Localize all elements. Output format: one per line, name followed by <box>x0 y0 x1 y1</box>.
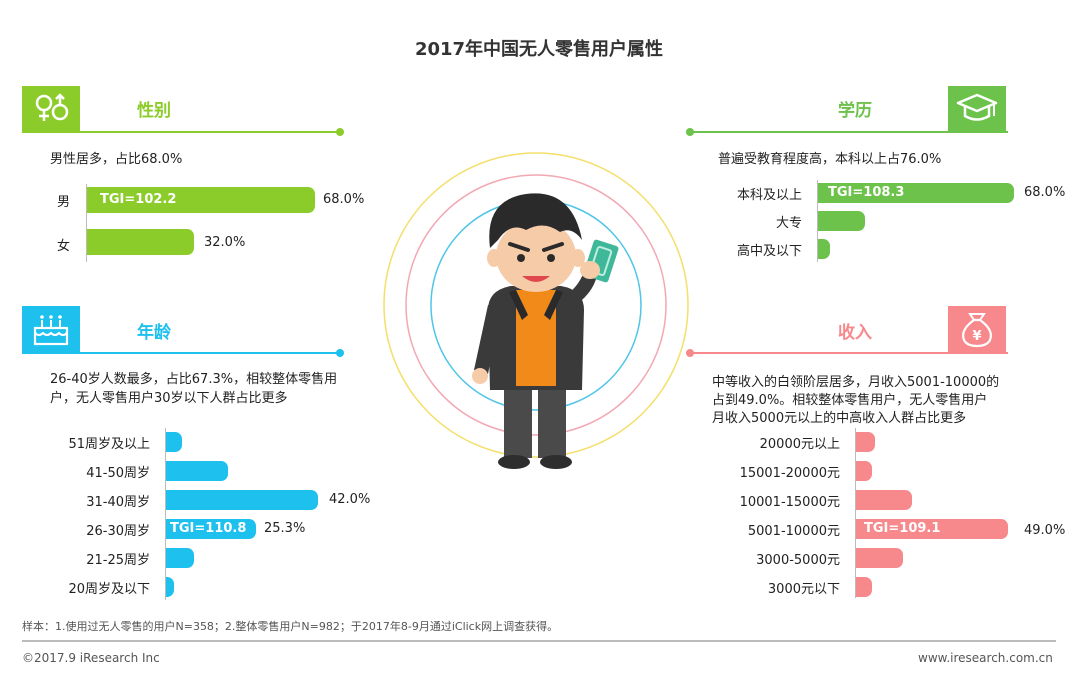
svg-text:¥: ¥ <box>972 329 981 344</box>
gender-icon <box>35 93 69 121</box>
gender-summary: 男性居多，占比68.0% <box>50 152 183 167</box>
education-section-title: 学历 <box>838 101 872 121</box>
age-label-31-40: 31-40周岁 <box>86 495 150 510</box>
income-bar-3000minus <box>856 577 872 597</box>
income-bar-20000plus <box>856 432 875 452</box>
gender-label-female: 女 <box>56 239 70 254</box>
income-label-10001-15000: 10001-15000元 <box>739 495 840 510</box>
age-bar-21-25 <box>166 548 194 568</box>
income-section-title: 收入 <box>838 323 872 343</box>
age-divider <box>22 352 340 354</box>
income-tgi-label: TGI=109.1 <box>864 521 941 536</box>
age-label-20minus: 20周岁及以下 <box>68 582 150 597</box>
income-divider <box>690 352 1008 354</box>
gender-value-male: 68.0% <box>323 192 365 207</box>
income-label-5001-10000: 5001-10000元 <box>747 524 840 539</box>
outer-ring <box>383 152 689 458</box>
education-tgi-label: TGI=108.3 <box>828 185 905 200</box>
education-bar-college <box>818 211 865 231</box>
income-bar-5001-10000 <box>856 519 1008 539</box>
income-summary-line1: 中等收入的白领阶层居多，月收入5001-10000的 <box>712 375 1000 390</box>
age-bar-41-50 <box>166 461 228 481</box>
gender-axis <box>86 184 87 262</box>
birthday-cake-icon <box>33 315 69 346</box>
age-label-51plus: 51周岁及以上 <box>68 437 150 452</box>
gender-value-female: 32.0% <box>204 235 246 250</box>
gender-divider-dot <box>336 128 344 136</box>
central-illustration <box>383 152 689 469</box>
education-bar-highschool <box>818 239 830 259</box>
age-bar-31-40 <box>166 490 318 510</box>
age-divider-dot <box>336 349 344 357</box>
age-label-41-50: 41-50周岁 <box>86 466 150 481</box>
education-label-highschool: 高中及以下 <box>736 244 802 259</box>
age-label-26-30: 26-30周岁 <box>86 524 150 539</box>
income-icon-box: ¥ <box>948 306 1006 352</box>
education-divider <box>690 131 1008 133</box>
education-bar-bachelor <box>818 183 1014 203</box>
income-summary-line2: 占到49.0%。相较整体零售用户，无人零售用户 <box>712 393 988 408</box>
age-bar-20minus <box>166 577 174 597</box>
footer-divider <box>22 640 1056 642</box>
income-bar-15001-20000 <box>856 461 872 481</box>
age-tgi-label: TGI=110.8 <box>170 521 247 536</box>
education-summary: 普遍受教育程度高，本科以上占76.0% <box>718 152 942 167</box>
middle-ring <box>405 174 667 436</box>
age-label-21-25: 21-25周岁 <box>86 553 150 568</box>
education-axis <box>817 180 818 262</box>
graduation-cap-icon <box>956 93 998 121</box>
age-summary-line2: 户，无人零售用户30岁以下人群占比更多 <box>50 391 288 406</box>
age-axis <box>165 428 166 600</box>
age-summary-line1: 26-40岁人数最多，占比67.3%，相较整体零售用 <box>50 372 338 387</box>
page-title: 2017年中国无人零售用户属性 <box>414 39 664 60</box>
gender-divider <box>22 131 340 133</box>
education-value-bachelor: 68.0% <box>1024 185 1066 200</box>
gender-label-male: 男 <box>56 195 70 210</box>
income-axis <box>855 428 856 598</box>
age-bar-26-30 <box>166 519 256 539</box>
website-link[interactable]: www.iresearch.com.cn <box>918 651 1053 665</box>
age-section-title: 年龄 <box>137 323 171 343</box>
age-value-31-40: 42.0% <box>329 492 371 507</box>
sample-note: 样本：1.使用过无人零售的用户N=358；2.整体零售用户N=982；于2017… <box>22 620 559 633</box>
education-icon-box <box>948 86 1006 132</box>
education-label-college: 大专 <box>775 216 802 231</box>
income-divider-dot <box>686 349 694 357</box>
income-bar-3000-5000 <box>856 548 903 568</box>
education-label-bachelor: 本科及以上 <box>736 188 802 203</box>
income-label-15001-20000: 15001-20000元 <box>739 466 840 481</box>
age-icon-box <box>22 306 80 352</box>
education-divider-dot <box>686 128 694 136</box>
income-label-3000minus: 3000元以下 <box>767 582 840 597</box>
money-bag-icon: ¥ <box>962 313 992 348</box>
income-label-3000-5000: 3000-5000元 <box>756 553 840 568</box>
gender-bar-female <box>87 229 194 255</box>
income-bar-10001-15000 <box>856 490 912 510</box>
income-summary-line3: 月收入5000元以上的中高收入人群占比更多 <box>712 411 967 426</box>
gender-tgi-label: TGI=102.2 <box>100 192 177 207</box>
income-value-5001-10000: 49.0% <box>1024 523 1066 538</box>
copyright-text: ©2017.9 iResearch Inc <box>22 651 160 665</box>
gender-icon-box <box>22 86 80 132</box>
age-value-26-30: 25.3% <box>264 521 306 536</box>
age-bar-51plus <box>166 432 182 452</box>
income-label-20000plus: 20000元以上 <box>759 437 840 452</box>
gender-section-title: 性别 <box>137 101 171 121</box>
gender-bar-male <box>87 187 315 213</box>
